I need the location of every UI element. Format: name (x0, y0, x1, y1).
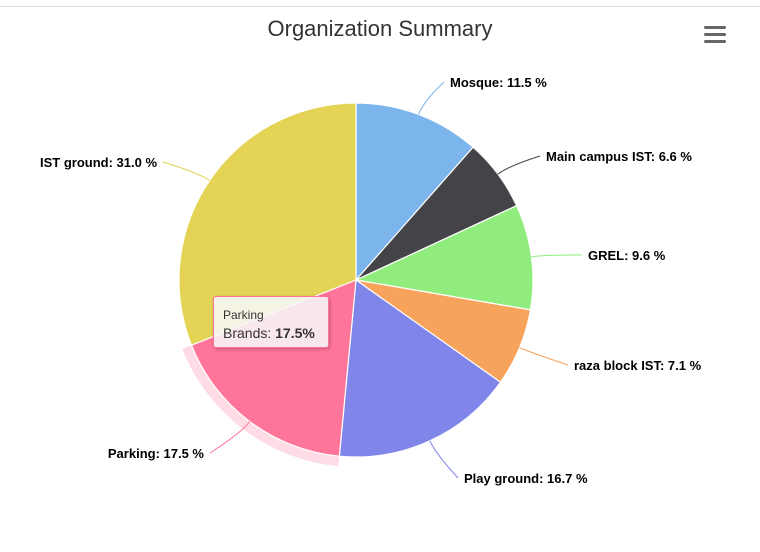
data-label: raza block IST: 7.1 % (574, 358, 702, 373)
data-label: Main campus IST: 6.6 % (546, 149, 692, 164)
tooltip-series-label: Brands: (223, 325, 276, 341)
pie-slice-play-ground[interactable] (338, 279, 502, 458)
data-label-connector (162, 161, 210, 181)
data-label-connector (418, 81, 445, 115)
tooltip-line: Brands: 17.5% (223, 323, 319, 343)
data-label-connector (497, 155, 541, 175)
tooltip-title: Parking (223, 308, 264, 322)
chart-title: Organization Summary (267, 16, 493, 41)
pie-slice-ist-ground[interactable] (178, 102, 357, 346)
data-label-connector (531, 254, 583, 258)
data-label: IST ground: 31.0 % (40, 155, 157, 170)
data-label: Play ground: 16.7 % (464, 471, 588, 486)
top-divider (0, 6, 760, 7)
data-label-connector (429, 440, 459, 479)
data-label: GREL: 9.6 % (588, 248, 666, 263)
data-label: Mosque: 11.5 % (450, 75, 547, 90)
data-label-connector (519, 347, 569, 366)
tooltip-value: 17.5% (275, 325, 315, 341)
data-label: Parking: 17.5 % (108, 446, 205, 461)
hamburger-menu-icon[interactable] (704, 26, 726, 44)
data-label-connector (209, 421, 251, 454)
tooltip: Parking Brands: 17.5% (213, 296, 329, 348)
